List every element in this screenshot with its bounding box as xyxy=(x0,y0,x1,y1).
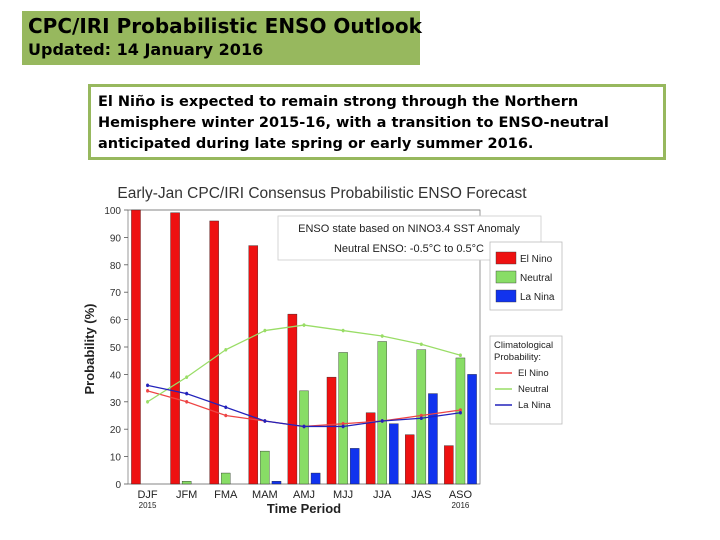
climatology-legend: Climatological Probability: El Nino Neutral… xyxy=(489,335,563,425)
x-tick-label: JJA xyxy=(373,489,392,501)
title-box: CPC/IRI Probabilistic ENSO Outlook Updat… xyxy=(22,11,422,65)
x-tick-label: ASO xyxy=(449,489,473,501)
y-tick-label: 80 xyxy=(110,261,122,272)
y-tick-label: 50 xyxy=(110,343,122,354)
bar-la-nina-aso xyxy=(467,374,477,485)
summary-box: El Niño is expected to remain strong thr… xyxy=(88,84,666,160)
legend-swatch xyxy=(495,289,517,303)
y-tick-label: 60 xyxy=(110,316,122,327)
legend-label: El Nino xyxy=(520,254,553,265)
y-tick-label: 90 xyxy=(110,233,122,244)
climatology-point xyxy=(224,413,228,418)
climatology-point xyxy=(185,400,189,404)
y-axis: 0 10 20 30 40 50 60 70 80 90 100 xyxy=(104,206,128,491)
updated-date: Updated: 14 January 2016 xyxy=(28,40,264,59)
y-tick-label: 20 xyxy=(110,425,122,436)
climatology-lines xyxy=(146,323,462,429)
legend-swatch xyxy=(495,270,517,284)
climatology-point xyxy=(146,383,150,388)
climatology-point xyxy=(458,408,462,412)
annotation-line-1: ENSO state based on NINO3.4 SST Anomaly xyxy=(298,223,520,235)
climatology-point xyxy=(419,413,423,418)
bar-neutral-fma xyxy=(221,472,231,485)
bar-neutral-mjj xyxy=(338,352,348,485)
bar-neutral-jfm xyxy=(181,481,192,485)
climatology-point xyxy=(302,323,306,327)
bar-neutral-aso xyxy=(455,357,466,485)
climatology-legend-label: Neutral xyxy=(518,384,549,395)
bar-el-nino-jas xyxy=(405,434,415,485)
climatology-point xyxy=(341,421,345,426)
bar-la-nina-mjj xyxy=(349,448,360,485)
climatology-point xyxy=(380,334,384,338)
x-tick-label: JFM xyxy=(176,489,197,501)
legend-swatch xyxy=(495,251,517,265)
x-tick-label: FMA xyxy=(214,489,238,501)
page-title: CPC/IRI Probabilistic ENSO Outlook xyxy=(28,14,422,38)
x-tick-label: AMJ xyxy=(293,489,315,501)
y-tick-label: 70 xyxy=(110,288,122,299)
bar-la-nina-jja xyxy=(389,423,399,485)
climatology-point xyxy=(341,328,345,333)
climatology-point xyxy=(419,416,423,421)
climatology-point xyxy=(185,391,189,396)
climatology-point xyxy=(458,353,462,358)
bar-el-nino-mam xyxy=(248,245,259,485)
climatology-legend-label: El Nino xyxy=(518,368,549,379)
bar-el-nino-mjj xyxy=(326,376,337,485)
climatology-legend-title: Climatological Probability: xyxy=(494,340,553,363)
annotation-line-2: Neutral ENSO: -0.5°C to 0.5°C xyxy=(334,243,484,255)
bar-el-nino-fma xyxy=(209,220,219,485)
bar-el-nino-amj xyxy=(287,313,298,485)
climatology-point xyxy=(458,410,462,415)
climatology-point xyxy=(380,419,384,423)
x-tick-label: MAM xyxy=(252,489,278,501)
climatology-point xyxy=(341,424,345,429)
bar-la-nina-mam xyxy=(271,481,282,485)
climatology-point xyxy=(224,405,228,410)
climatology-point xyxy=(224,347,228,352)
climatology-legend-label: La Nina xyxy=(518,400,551,411)
x-tick-sublabel: 2015 xyxy=(139,501,157,510)
climatology-point xyxy=(146,400,150,404)
climatology-point xyxy=(263,419,267,423)
x-axis-label: Time Period xyxy=(267,501,341,516)
climatology-point xyxy=(263,328,267,333)
legend-label: Neutral xyxy=(520,273,552,284)
x-tick-label: MJJ xyxy=(333,489,353,501)
enso-forecast-chart: Early-Jan CPC/IRI Consensus Probabilisti… xyxy=(82,185,563,516)
chart-title: Early-Jan CPC/IRI Consensus Probabilisti… xyxy=(117,185,527,202)
bar-el-nino-djf xyxy=(131,209,141,485)
legend: El Nino Neutral La Nina xyxy=(489,241,563,311)
bar-neutral-mam xyxy=(260,450,270,485)
y-axis-label: Probability (%) xyxy=(82,303,97,394)
x-tick-label: DJF xyxy=(137,489,157,501)
bar-la-nina-amj xyxy=(310,472,321,485)
y-tick-label: 100 xyxy=(104,206,121,217)
legend-label: La Nina xyxy=(520,292,555,303)
climatology-point xyxy=(302,424,306,429)
bar-la-nina-jas xyxy=(428,393,438,485)
y-tick-label: 10 xyxy=(110,453,122,464)
bar-el-nino-jfm xyxy=(170,212,180,485)
bar-el-nino-aso xyxy=(444,445,454,485)
y-tick-label: 40 xyxy=(110,370,122,381)
x-tick-label: JAS xyxy=(411,489,431,501)
climatology-point xyxy=(419,342,423,347)
climatology-point xyxy=(146,389,150,393)
y-tick-label: 0 xyxy=(115,480,121,491)
x-tick-sublabel: 2016 xyxy=(452,501,470,510)
bar-neutral-jja xyxy=(377,341,387,485)
bar-el-nino-jja xyxy=(365,412,376,485)
climatology-point xyxy=(185,375,189,379)
bar-neutral-amj xyxy=(299,390,309,485)
y-tick-label: 30 xyxy=(110,398,122,409)
bars xyxy=(131,209,477,485)
